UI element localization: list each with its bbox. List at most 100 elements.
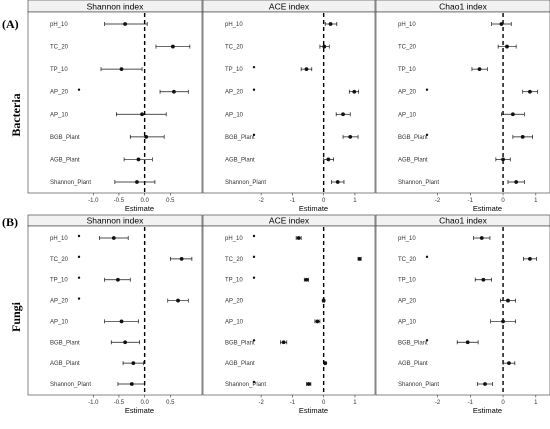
x-tick-label: -1 (290, 400, 296, 406)
estimate-point (335, 180, 340, 184)
estimate-point (506, 298, 510, 303)
category-label: AP_20 (398, 90, 417, 96)
x-tick-label: -2 (435, 400, 441, 406)
category-label: AP_10 (225, 319, 244, 325)
category-label: TC_20 (50, 45, 69, 51)
panel-bacteria-shannon-index: Shannon index -1.0 -0.5 0.0 0.5 Estimate pH_10… (27, 0, 203, 213)
panel-fungi-shannon-index: Shannon index -1.0 -0.5 0.0 0.5 Estimate pH_10… (27, 214, 203, 415)
x-tick-label: -0.5 (114, 400, 125, 406)
estimate-point (348, 134, 353, 139)
estimate-point (341, 112, 345, 117)
estimate-point (481, 277, 486, 282)
significance-mark (252, 133, 256, 137)
estimate-point (296, 236, 301, 240)
significance-mark (77, 255, 81, 259)
category-label: TP_10 (50, 67, 68, 73)
estimate-point (170, 44, 175, 49)
x-tick-label: 0 (322, 400, 326, 406)
category-label: Shannon_Plant (225, 180, 266, 186)
estimate-point (140, 112, 144, 117)
category-label: BGB_Plant (398, 340, 428, 346)
category-label: pH_10 (398, 22, 416, 28)
estimate-point (306, 382, 311, 386)
category-label: pH_10 (50, 22, 68, 28)
panel-fungi-ace-index: ACE index -2 -1 0 1 Estimate pH_10 TC_20 TP_10 AP… (202, 214, 376, 415)
x-tick-label: -2 (258, 198, 264, 204)
category-label: AP_10 (398, 112, 417, 118)
panel-frame (27, 225, 203, 396)
category-label: AP_10 (225, 112, 244, 118)
significance-mark (252, 234, 256, 238)
category-label: pH_10 (225, 22, 243, 28)
significance-mark (252, 380, 256, 384)
estimate-point (172, 89, 176, 94)
estimate-point (315, 319, 320, 324)
category-label: AP_10 (50, 319, 69, 325)
estimate-point (116, 277, 120, 282)
x-axis-label: Estimate (473, 406, 502, 415)
x-tick-label: -1.0 (88, 198, 99, 204)
estimate-point (326, 157, 331, 162)
category-label: AGB_Plant (398, 157, 428, 163)
category-label: AGB_Plant (50, 157, 80, 163)
estimate-point (119, 319, 124, 324)
category-label: AP_20 (225, 299, 244, 305)
panel-fungi-chao1-index: Chao1 index -2 -1 0 1 Estimate pH_10 TC_20 TP_10… (375, 214, 550, 415)
x-tick-label: 0 (322, 198, 326, 204)
estimate-point (510, 112, 515, 117)
estimate-point (322, 44, 327, 49)
estimate-point (505, 44, 509, 49)
category-label: AP_20 (50, 299, 69, 305)
category-label: AP_20 (225, 90, 244, 96)
estimate-point (499, 22, 504, 26)
category-label: TP_10 (50, 278, 68, 284)
significance-mark (425, 88, 429, 91)
category-label: BGB_Plant (398, 135, 428, 141)
category-label: TP_10 (225, 67, 243, 73)
significance-mark (425, 255, 429, 259)
x-tick-label: -1 (468, 400, 474, 406)
x-axis-label: Estimate (473, 204, 502, 213)
x-tick-label: 0 (501, 198, 505, 204)
category-label: Shannon_Plant (225, 382, 266, 388)
estimate-point (136, 157, 141, 162)
estimate-point (304, 277, 309, 282)
estimate-point (323, 361, 328, 366)
panels-group: Shannon index -1.0 -0.5 0.0 0.5 Estimate pH_10… (27, 0, 550, 415)
panel-frame (375, 11, 550, 194)
x-tick-label: 0.5 (166, 198, 175, 204)
significance-mark (252, 88, 256, 91)
estimate-point (135, 180, 139, 184)
panel-label-b: (B) (2, 215, 18, 229)
category-label: BGB_Plant (225, 340, 255, 346)
category-label: TC_20 (50, 257, 69, 263)
x-tick-label: 0.0 (140, 198, 149, 204)
significance-mark (77, 234, 81, 238)
estimate-point (176, 298, 180, 303)
category-label: AGB_Plant (50, 361, 80, 367)
significance-mark (77, 297, 81, 300)
category-label: TP_10 (225, 278, 243, 284)
category-label: Shannon_Plant (50, 382, 91, 388)
panel-title: Shannon index (87, 216, 144, 226)
significance-mark (425, 339, 429, 342)
estimate-point (123, 340, 128, 345)
category-label: pH_10 (225, 236, 243, 242)
estimate-point (501, 319, 505, 324)
category-label: TC_20 (398, 45, 417, 51)
category-label: AGB_Plant (225, 157, 255, 163)
category-label: BGB_Plant (50, 340, 80, 346)
estimate-point (281, 340, 286, 345)
category-label: AP_20 (398, 299, 417, 305)
category-label: pH_10 (398, 236, 416, 242)
category-label: Shannon_Plant (398, 382, 439, 388)
estimate-point (352, 89, 357, 94)
x-axis-label: Estimate (125, 204, 154, 213)
x-tick-label: -0.5 (114, 198, 125, 204)
estimate-point (501, 157, 505, 162)
panel-bacteria-ace-index: ACE index -2 -1 0 1 Estimate pH_10 TC_20 TP_10 AP… (202, 0, 376, 213)
estimate-point (144, 134, 149, 139)
significance-mark (252, 339, 256, 342)
category-label: TC_20 (225, 257, 244, 263)
